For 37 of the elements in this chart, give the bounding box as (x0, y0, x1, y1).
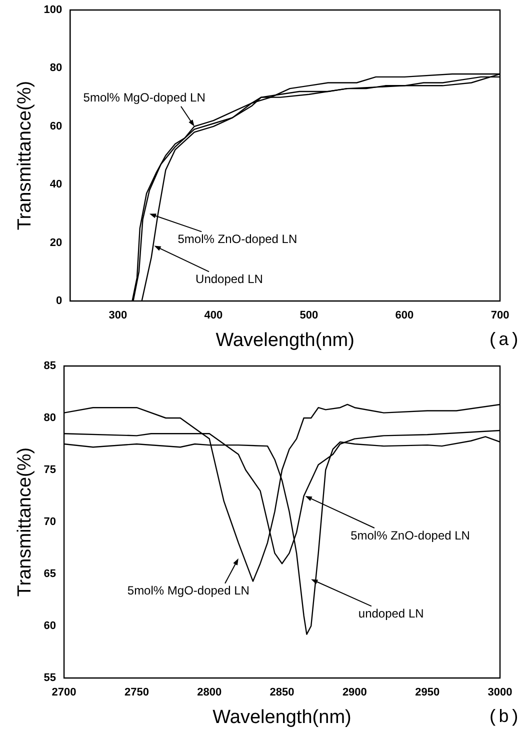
y-tick-label: 60 (44, 620, 56, 632)
x-tick-label: 2900 (342, 686, 367, 699)
y-tick-label: 60 (50, 120, 62, 132)
x-axis-title: Wavelength(nm) (212, 706, 352, 728)
x-tick-label: 2950 (415, 686, 440, 699)
text: (b) (488, 708, 520, 728)
x-tick-label: 3000 (488, 686, 512, 699)
annotation: 5mol% ZnO-doped LN (350, 528, 470, 542)
annotation: 5mol% MgO-doped LN (83, 90, 206, 105)
y-tick-label: 65 (44, 568, 56, 580)
x-tick-label: 700 (490, 310, 510, 322)
annotation: Undoped LN (196, 272, 263, 286)
x-axis-title: Wavelength(nm) (216, 330, 354, 351)
x-tick-label: 600 (395, 310, 414, 322)
text: (a) (488, 330, 520, 351)
y-tick-label: 80 (50, 62, 62, 74)
y-tick-label: 100 (44, 4, 62, 16)
y-tick-label: 85 (44, 360, 56, 372)
x-tick-label: 300 (108, 310, 128, 322)
x-tick-label: 400 (204, 310, 223, 322)
y-axis-title: Transmittance(%) (14, 80, 36, 230)
y-tick-label: 70 (44, 516, 56, 528)
annotation: undoped LN (358, 606, 424, 621)
x-tick-label: 2750 (124, 686, 149, 699)
y-tick-label: 75 (44, 464, 56, 476)
annotation: 5mol% ZnO-doped LN (178, 232, 298, 246)
y-tick-label: 55 (44, 672, 56, 684)
y-tick-label: 0 (56, 295, 62, 308)
annotation: 5mol% MgO-doped LN (127, 584, 250, 598)
y-tick-label: 20 (50, 236, 62, 249)
x-tick-label: 2700 (52, 686, 76, 699)
y-axis-title: Transmittance(%) (14, 447, 36, 597)
y-tick-label: 80 (44, 412, 56, 424)
x-tick-label: 2850 (270, 686, 294, 699)
x-tick-label: 500 (300, 310, 318, 322)
x-tick-label: 2800 (197, 686, 222, 699)
y-tick-label: 40 (50, 178, 62, 191)
